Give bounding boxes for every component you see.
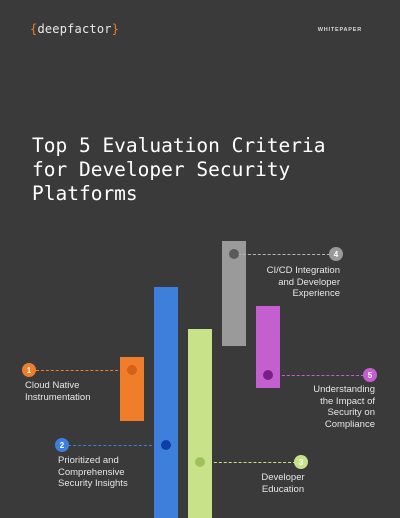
- marker-dot-2: [161, 440, 171, 450]
- criterion-label-4: CI/CD Integration and Developer Experien…: [266, 265, 340, 299]
- marker-dot-4: [229, 249, 239, 259]
- criterion-label-5: Understanding the Impact of Security on …: [313, 384, 375, 430]
- badge-4: 4: [329, 247, 343, 261]
- marker-dot-3: [195, 457, 205, 467]
- logo-brace-close: }: [111, 22, 120, 36]
- badge-2: 2: [55, 438, 69, 452]
- badge-1: 1: [22, 363, 36, 377]
- criterion-label-2: Prioritized and Comprehensive Security I…: [58, 455, 128, 489]
- bar-blue: [154, 287, 178, 518]
- marker-dot-5: [263, 370, 273, 380]
- criterion-label-1: Cloud Native Instrumentation: [25, 380, 91, 403]
- connector-3: [204, 462, 296, 463]
- connector-4: [238, 254, 330, 255]
- bar-green: [188, 329, 212, 518]
- brand-logo: {deepfactor}: [30, 22, 119, 36]
- badge-3: 3: [294, 455, 308, 469]
- marker-dot-1: [127, 365, 137, 375]
- page-title: Top 5 Evaluation Criteria for Developer …: [32, 134, 326, 205]
- logo-brace-open: {: [30, 22, 38, 36]
- logo-text: deepfactor: [37, 22, 112, 36]
- badge-5: 5: [363, 368, 377, 382]
- criterion-label-3: Developer Education: [261, 472, 305, 495]
- connector-1: [36, 370, 128, 371]
- connector-5: [272, 375, 364, 376]
- document-type-tag: WHITEPAPER: [317, 27, 362, 33]
- connector-2: [68, 445, 162, 446]
